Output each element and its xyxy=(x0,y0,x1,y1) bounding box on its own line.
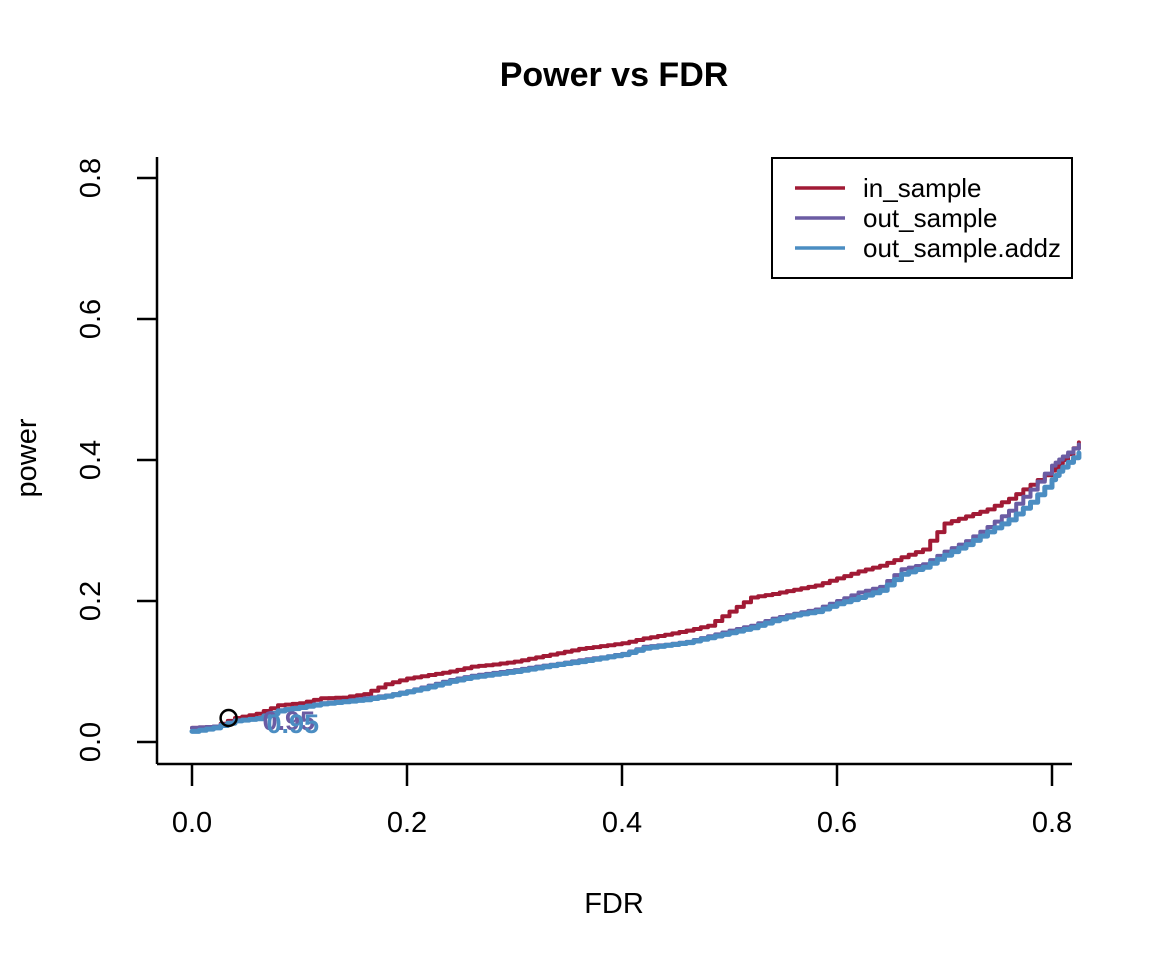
legend-item-label: out_sample xyxy=(863,203,997,233)
chart-title: Power vs FDR xyxy=(500,56,729,94)
x-tick-label: 0.2 xyxy=(387,807,427,839)
y-tick-label: 0.2 xyxy=(75,581,107,621)
x-tick-label: 0.4 xyxy=(602,807,642,839)
y-tick-label: 0.6 xyxy=(75,299,107,339)
y-tick-label: 0.8 xyxy=(75,158,107,198)
legend-item-label: out_sample.addz xyxy=(863,233,1061,263)
legend-item-label: in_sample xyxy=(863,173,982,203)
threshold-label: 0.95 xyxy=(267,709,320,739)
series-line-in_sample xyxy=(190,440,1081,730)
plot-area: 0.0 0.2 0.4 0.6 0.8 0.0 0.2 0.4 0.6 0.8 0.950.95 xyxy=(75,157,1082,839)
x-tick-label: 0.8 xyxy=(1032,807,1072,839)
threshold-label: 0.95 xyxy=(263,706,316,736)
y-tick-label: 0.0 xyxy=(75,722,107,762)
series-line-out_sample.addz xyxy=(189,450,1082,734)
y-tick-label: 0.4 xyxy=(75,440,107,480)
x-tick-label: 0.6 xyxy=(817,807,857,839)
x-axis-title: FDR xyxy=(584,888,644,920)
threshold-marker-circle xyxy=(219,708,238,728)
y-axis-title: power xyxy=(11,418,43,497)
x-tick-label: 0.0 xyxy=(172,807,212,839)
